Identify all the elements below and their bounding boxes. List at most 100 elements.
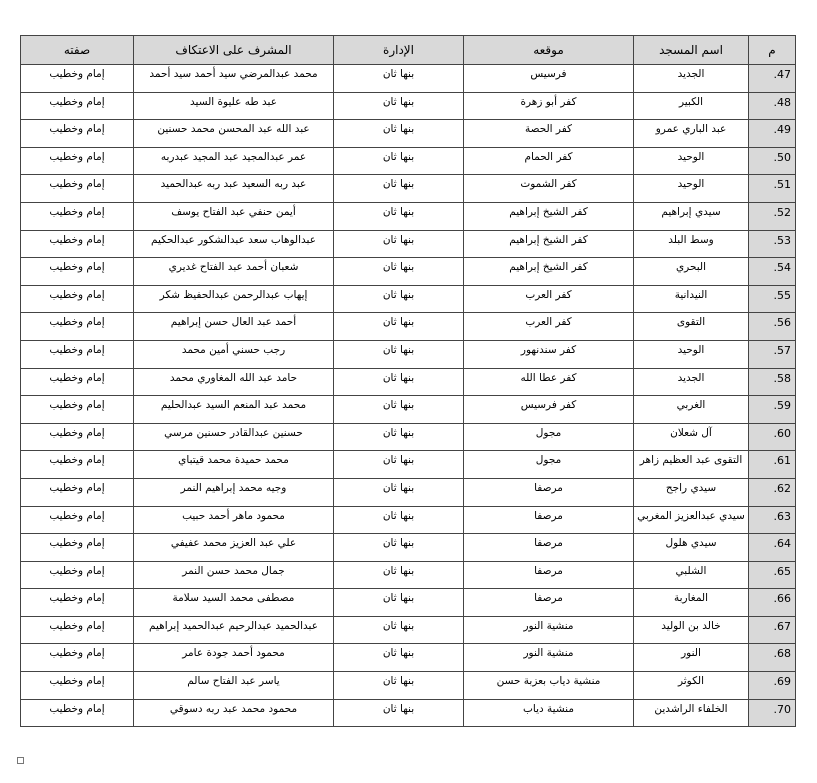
cell-location: كفر الشموت bbox=[463, 174, 634, 203]
cell-mosque: الشلبي bbox=[633, 560, 749, 590]
cell-num: .47 bbox=[748, 64, 796, 93]
mosques-table: م اسم المسجد موقعه الإدارة المشرف على ال… bbox=[20, 35, 796, 728]
table-row: .61 التقوى عبد العظيم زاهر مجول بنها ثان محم… bbox=[20, 450, 796, 479]
cell-mosque: الوحيد bbox=[633, 174, 749, 203]
cell-admin: بنها ثان bbox=[333, 395, 464, 424]
cell-role: إمام وخطيب bbox=[20, 698, 134, 728]
table-row: .56 التقوى كفر العرب بنها ثان أحمد عبد العال… bbox=[20, 312, 796, 341]
header-supervisor: المشرف على الاعتكاف bbox=[133, 35, 334, 65]
cell-supervisor: علي عبد العزيز محمد عفيفي bbox=[133, 533, 334, 562]
cell-location: مرصفا bbox=[463, 533, 634, 562]
cell-num: .67 bbox=[748, 615, 796, 645]
cell-supervisor: أحمد عبد العال حسن إبراهيم bbox=[133, 312, 334, 341]
header-mosque: اسم المسجد bbox=[633, 35, 749, 65]
cell-num: .61 bbox=[748, 450, 796, 479]
cell-location: مرصفا bbox=[463, 477, 634, 507]
cell-admin: بنها ثان bbox=[333, 119, 464, 148]
cell-role: إمام وخطيب bbox=[20, 422, 134, 452]
cell-admin: بنها ثان bbox=[333, 671, 464, 700]
cell-location: كفر أبو زهرة bbox=[463, 91, 634, 121]
table-row: .50 الوحيد كفر الحمام بنها ثان عمر عبدالمجيد… bbox=[20, 146, 796, 176]
cell-role: إمام وخطيب bbox=[20, 450, 134, 479]
cell-admin: بنها ثان bbox=[333, 174, 464, 203]
cell-role: إمام وخطيب bbox=[20, 284, 134, 314]
cell-admin: بنها ثان bbox=[333, 422, 464, 452]
cell-mosque: خالد بن الوليد bbox=[633, 615, 749, 645]
cell-num: .59 bbox=[748, 395, 796, 424]
cell-mosque: آل شعلان bbox=[633, 422, 749, 452]
cell-role: إمام وخطيب bbox=[20, 174, 134, 203]
cell-location: منشية النور bbox=[463, 643, 634, 673]
cell-num: .69 bbox=[748, 671, 796, 700]
cell-supervisor: محمود محمد عبد ربه دسوقي bbox=[133, 698, 334, 728]
cell-admin: بنها ثان bbox=[333, 91, 464, 121]
header-role: صفته bbox=[20, 35, 134, 65]
cell-supervisor: محمود ماهر أحمد حبيب bbox=[133, 505, 334, 535]
table-row: .47 الجديد فرسيس بنها ثان محمد عبدالمرضي سيد… bbox=[20, 64, 796, 93]
table-row: .54 البحري كفر الشيخ إبراهيم بنها ثان شعبان … bbox=[20, 257, 796, 286]
cell-supervisor: شعبان أحمد عبد الفتاح غديري bbox=[133, 257, 334, 286]
header-admin: الإدارة bbox=[333, 35, 464, 65]
cell-role: إمام وخطيب bbox=[20, 229, 134, 259]
table-row: .53 وسط البلد كفر الشيخ إبراهيم بنها ثان عبد… bbox=[20, 229, 796, 259]
cell-role: إمام وخطيب bbox=[20, 643, 134, 673]
cell-mosque: الجديد bbox=[633, 367, 749, 397]
cell-location: كفر الشيخ إبراهيم bbox=[463, 229, 634, 259]
cell-location: مرصفا bbox=[463, 560, 634, 590]
cell-supervisor: عبدالحميد عبدالرحيم عبدالحميد إبراهيم bbox=[133, 615, 334, 645]
cell-mosque: التقوى عبد العظيم زاهر bbox=[633, 450, 749, 479]
cell-mosque: الكبير bbox=[633, 91, 749, 121]
table-row: .57 الوحيد كفر سندنهور بنها ثان رجب حسني أمي… bbox=[20, 339, 796, 369]
table-row: .67 خالد بن الوليد منشية النور بنها ثان عبدا… bbox=[20, 615, 796, 645]
cell-supervisor: وجيه محمد إبراهيم النمر bbox=[133, 477, 334, 507]
cell-role: إمام وخطيب bbox=[20, 201, 134, 231]
cell-role: إمام وخطيب bbox=[20, 588, 134, 617]
cell-supervisor: محمد عبد المنعم السيد عبدالحليم bbox=[133, 395, 334, 424]
table-row: .48 الكبير كفر أبو زهرة بنها ثان عبد طه عليو… bbox=[20, 91, 796, 121]
cell-num: .63 bbox=[748, 505, 796, 535]
cell-num: .68 bbox=[748, 643, 796, 673]
cell-location: كفر فرسيس bbox=[463, 395, 634, 424]
table-row: .69 الكوثر منشية دياب بعزبة حسن بنها ثان ياس… bbox=[20, 671, 796, 700]
cell-num: .64 bbox=[748, 533, 796, 562]
table-row: .66 المغاربة مرصفا بنها ثان مصطفى محمد السيد… bbox=[20, 588, 796, 617]
cell-admin: بنها ثان bbox=[333, 367, 464, 397]
cell-location: كفر الشيخ إبراهيم bbox=[463, 257, 634, 286]
table-row: .70 الخلفاء الراشدين منشية دياب بنها ثان محم… bbox=[20, 698, 796, 728]
cell-admin: بنها ثان bbox=[333, 64, 464, 93]
table-row: .55 النيدانية كفر العرب بنها ثان إيهاب عبدال… bbox=[20, 284, 796, 314]
cell-mosque: سيدي عبدالعزيز المغربي bbox=[633, 505, 749, 535]
cell-supervisor: محمد حميدة محمد قيتباي bbox=[133, 450, 334, 479]
cell-admin: بنها ثان bbox=[333, 146, 464, 176]
header-row: م اسم المسجد موقعه الإدارة المشرف على ال… bbox=[20, 35, 796, 65]
cell-mosque: الجديد bbox=[633, 64, 749, 93]
cell-role: إمام وخطيب bbox=[20, 477, 134, 507]
cell-role: إمام وخطيب bbox=[20, 146, 134, 176]
cell-mosque: عبد الباري عمرو bbox=[633, 119, 749, 148]
cell-supervisor: عبد الله عبد المحسن محمد حسنين bbox=[133, 119, 334, 148]
cell-role: إمام وخطيب bbox=[20, 560, 134, 590]
cell-role: إمام وخطيب bbox=[20, 505, 134, 535]
cell-admin: بنها ثان bbox=[333, 284, 464, 314]
cell-role: إمام وخطيب bbox=[20, 339, 134, 369]
cell-mosque: الكوثر bbox=[633, 671, 749, 700]
cell-admin: بنها ثان bbox=[333, 615, 464, 645]
cell-num: .51 bbox=[748, 174, 796, 203]
cell-num: .49 bbox=[748, 119, 796, 148]
cell-num: .57 bbox=[748, 339, 796, 369]
cell-num: .66 bbox=[748, 588, 796, 617]
cell-supervisor: عمر عبدالمجيد عبد المجيد عبدربه bbox=[133, 146, 334, 176]
cell-location: كفر الحمام bbox=[463, 146, 634, 176]
cell-role: إمام وخطيب bbox=[20, 367, 134, 397]
cell-mosque: سيدي راجح bbox=[633, 477, 749, 507]
cell-num: .48 bbox=[748, 91, 796, 121]
cell-supervisor: محمد عبدالمرضي سيد أحمد سيد أحمد bbox=[133, 64, 334, 93]
cell-mosque: النور bbox=[633, 643, 749, 673]
cell-location: كفر سندنهور bbox=[463, 339, 634, 369]
cell-location: منشية النور bbox=[463, 615, 634, 645]
cell-mosque: المغاربة bbox=[633, 588, 749, 617]
table-row: .68 النور منشية النور بنها ثان محمود أحمد جو… bbox=[20, 643, 796, 673]
cell-num: .56 bbox=[748, 312, 796, 341]
cell-location: كفر الشيخ إبراهيم bbox=[463, 201, 634, 231]
cell-mosque: سيدي إبراهيم bbox=[633, 201, 749, 231]
